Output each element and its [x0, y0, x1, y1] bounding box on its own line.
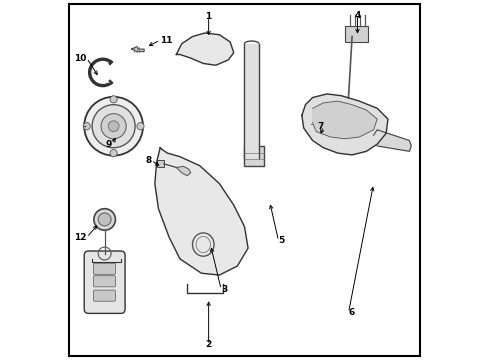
Circle shape	[108, 121, 119, 132]
Circle shape	[110, 96, 117, 103]
Text: 10: 10	[74, 54, 86, 63]
Circle shape	[83, 123, 90, 130]
Circle shape	[92, 105, 135, 148]
Polygon shape	[131, 46, 144, 51]
Circle shape	[137, 123, 144, 130]
FancyBboxPatch shape	[93, 263, 115, 274]
Polygon shape	[176, 166, 190, 176]
Text: 12: 12	[74, 233, 86, 242]
Polygon shape	[155, 148, 247, 275]
Text: 4: 4	[353, 10, 360, 19]
Polygon shape	[312, 101, 376, 139]
Text: 5: 5	[278, 237, 284, 246]
Circle shape	[84, 97, 142, 156]
Text: 8: 8	[145, 156, 151, 165]
Circle shape	[98, 213, 111, 226]
Bar	[156, 160, 163, 167]
Bar	[244, 146, 264, 166]
Text: 1: 1	[205, 12, 211, 21]
Circle shape	[94, 209, 115, 230]
Circle shape	[101, 114, 126, 139]
Polygon shape	[301, 94, 387, 155]
Text: 9: 9	[105, 140, 112, 149]
FancyBboxPatch shape	[93, 276, 115, 287]
Circle shape	[110, 149, 117, 157]
Text: 6: 6	[348, 308, 354, 317]
Text: 3: 3	[221, 285, 227, 294]
Polygon shape	[373, 130, 410, 151]
Text: 7: 7	[316, 122, 323, 131]
Text: 11: 11	[160, 36, 172, 45]
Polygon shape	[176, 33, 233, 65]
Circle shape	[310, 120, 321, 130]
FancyBboxPatch shape	[84, 251, 125, 314]
FancyBboxPatch shape	[93, 290, 115, 301]
Bar	[344, 26, 367, 42]
Text: 2: 2	[205, 341, 211, 350]
